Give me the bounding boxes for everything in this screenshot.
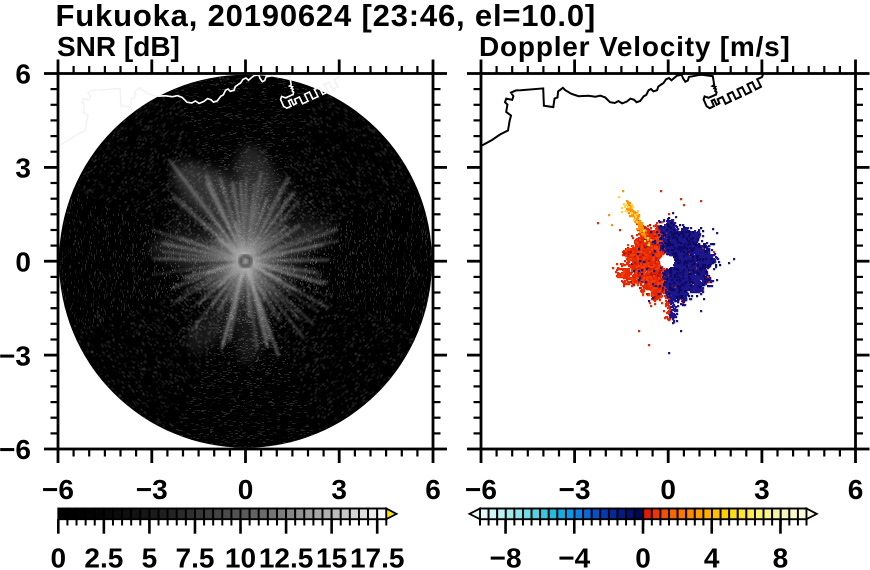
svg-text:SNR [dB]: SNR [dB] [57, 31, 180, 62]
svg-text:−6: −6 [0, 434, 31, 465]
svg-text:Fukuoka, 20190624 [23:46, el=1: Fukuoka, 20190624 [23:46, el=10.0] [56, 0, 597, 33]
svg-text:12.5: 12.5 [259, 543, 314, 570]
svg-text:3: 3 [15, 153, 31, 184]
svg-text:4: 4 [704, 543, 720, 570]
svg-text:5: 5 [142, 543, 158, 570]
svg-text:−3: −3 [136, 474, 168, 505]
svg-text:0: 0 [15, 246, 31, 277]
svg-text:8: 8 [773, 543, 789, 570]
svg-text:−6: −6 [42, 474, 74, 505]
svg-text:6: 6 [848, 474, 864, 505]
svg-text:3: 3 [754, 474, 770, 505]
svg-text:−3: −3 [0, 340, 31, 371]
svg-text:17.5: 17.5 [350, 543, 405, 570]
svg-text:6: 6 [425, 474, 441, 505]
svg-text:7.5: 7.5 [176, 543, 215, 570]
svg-text:0: 0 [635, 543, 651, 570]
svg-text:0: 0 [238, 474, 254, 505]
svg-text:0: 0 [660, 474, 676, 505]
svg-text:Doppler Velocity [m/s]: Doppler Velocity [m/s] [479, 31, 791, 62]
svg-text:6: 6 [15, 59, 31, 90]
svg-text:−6: −6 [465, 474, 497, 505]
svg-text:15: 15 [316, 543, 347, 570]
svg-text:−4: −4 [558, 543, 590, 570]
svg-text:10: 10 [225, 543, 256, 570]
svg-text:−8: −8 [490, 543, 522, 570]
svg-text:2.5: 2.5 [84, 543, 123, 570]
svg-text:−3: −3 [559, 474, 591, 505]
svg-text:0: 0 [51, 543, 67, 570]
svg-text:3: 3 [331, 474, 347, 505]
